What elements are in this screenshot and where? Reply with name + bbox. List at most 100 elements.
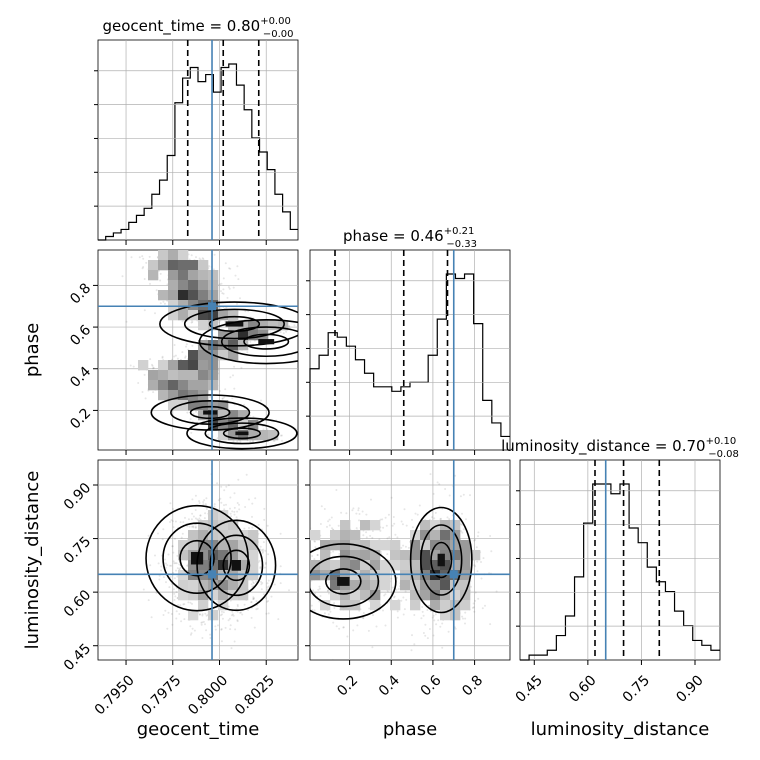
scatter-point [198,502,201,504]
density-cell [208,530,219,541]
density-cell [370,600,381,611]
scatter-point [267,612,270,615]
scatter-point [151,363,153,366]
scatter-point [268,585,270,588]
scatter-point [379,529,382,532]
density-cell [198,300,209,311]
scatter-point [224,388,227,391]
scatter-point [400,520,403,523]
scatter-point [233,506,236,509]
scatter-point [172,560,175,563]
title-upper-error: +0.21 [444,226,475,237]
scatter-point [300,574,302,576]
scatter-point [300,624,302,626]
scatter-point [396,616,399,619]
y-axis-label-phase: phase [22,323,43,377]
scatter-point [204,623,206,626]
scatter-point [318,585,321,588]
scatter-point [165,566,167,569]
density-cell [208,510,219,521]
density-cell [168,310,179,321]
density-cell [188,380,199,391]
scatter-point [280,434,283,437]
scatter-point [236,603,239,606]
density-cell [450,520,461,531]
scatter-point [194,509,197,511]
scatter-point [216,482,219,485]
scatter-point [250,616,253,619]
density-cell [168,290,179,301]
scatter-point [172,571,174,574]
scatter-point [388,536,391,539]
scatter-point [172,551,175,554]
scatter-point [223,504,225,507]
density-cell [420,550,431,561]
scatter-point [302,554,304,556]
scatter-point [480,577,483,580]
density-cell [228,430,239,441]
scatter-point [184,356,187,359]
scatter-point [253,597,255,600]
scatter-point [431,616,434,619]
scatter-point [221,617,224,620]
scatter-point [170,564,173,567]
scatter-point [173,599,176,601]
density-cell [310,530,321,541]
density-cell [218,410,229,421]
scatter-point [462,528,465,531]
scatter-point [435,623,438,626]
histogram-luminosity_distance [520,483,720,661]
density-cell [360,570,371,581]
scatter-point [241,613,244,616]
scatter-point [221,613,223,616]
contour-level-3 [409,506,473,614]
scatter-point [201,637,204,639]
scatter-point [176,575,179,578]
scatter-point [473,539,476,542]
density-cell [238,410,249,421]
scatter-point [476,560,479,563]
scatter-point [198,257,201,260]
scatter-point [474,599,477,602]
scatter-point [382,609,384,612]
scatter-point [243,403,246,406]
title-lower-error: −0.00 [263,29,294,40]
scatter-point [227,286,230,289]
contour-level-1 [179,539,215,577]
truth-point [208,570,217,579]
density-cell [218,580,229,591]
scatter-point [159,279,162,282]
density-cell [228,310,239,321]
scatter-point [460,530,463,533]
scatter-point [194,517,197,520]
density-cell [248,430,259,441]
density-cell [198,600,209,611]
scatter-point [174,595,177,598]
scatter-point [240,366,243,369]
scatter-point [320,505,323,508]
scatter-point [413,614,416,616]
density-cell [440,550,451,561]
density-cell [218,400,229,411]
scatter-point [371,536,374,539]
scatter-point [240,611,242,614]
scatter-point [313,609,316,612]
scatter-point [141,267,144,270]
density-cell [450,600,461,611]
density-cell [218,350,229,361]
scatter-point [191,525,193,528]
scatter-point [293,324,296,327]
scatter-point [475,546,478,549]
density-cell [390,550,401,561]
scatter-point [302,549,304,551]
scatter-point [230,647,233,650]
scatter-point [170,519,173,522]
scatter-point [194,494,197,497]
density-cell [168,370,179,381]
density-cell [228,570,239,581]
scatter-point [448,518,451,520]
scatter-point [179,566,182,569]
density-cell [158,360,169,371]
scatter-point [462,617,464,620]
density-cell [370,580,381,591]
